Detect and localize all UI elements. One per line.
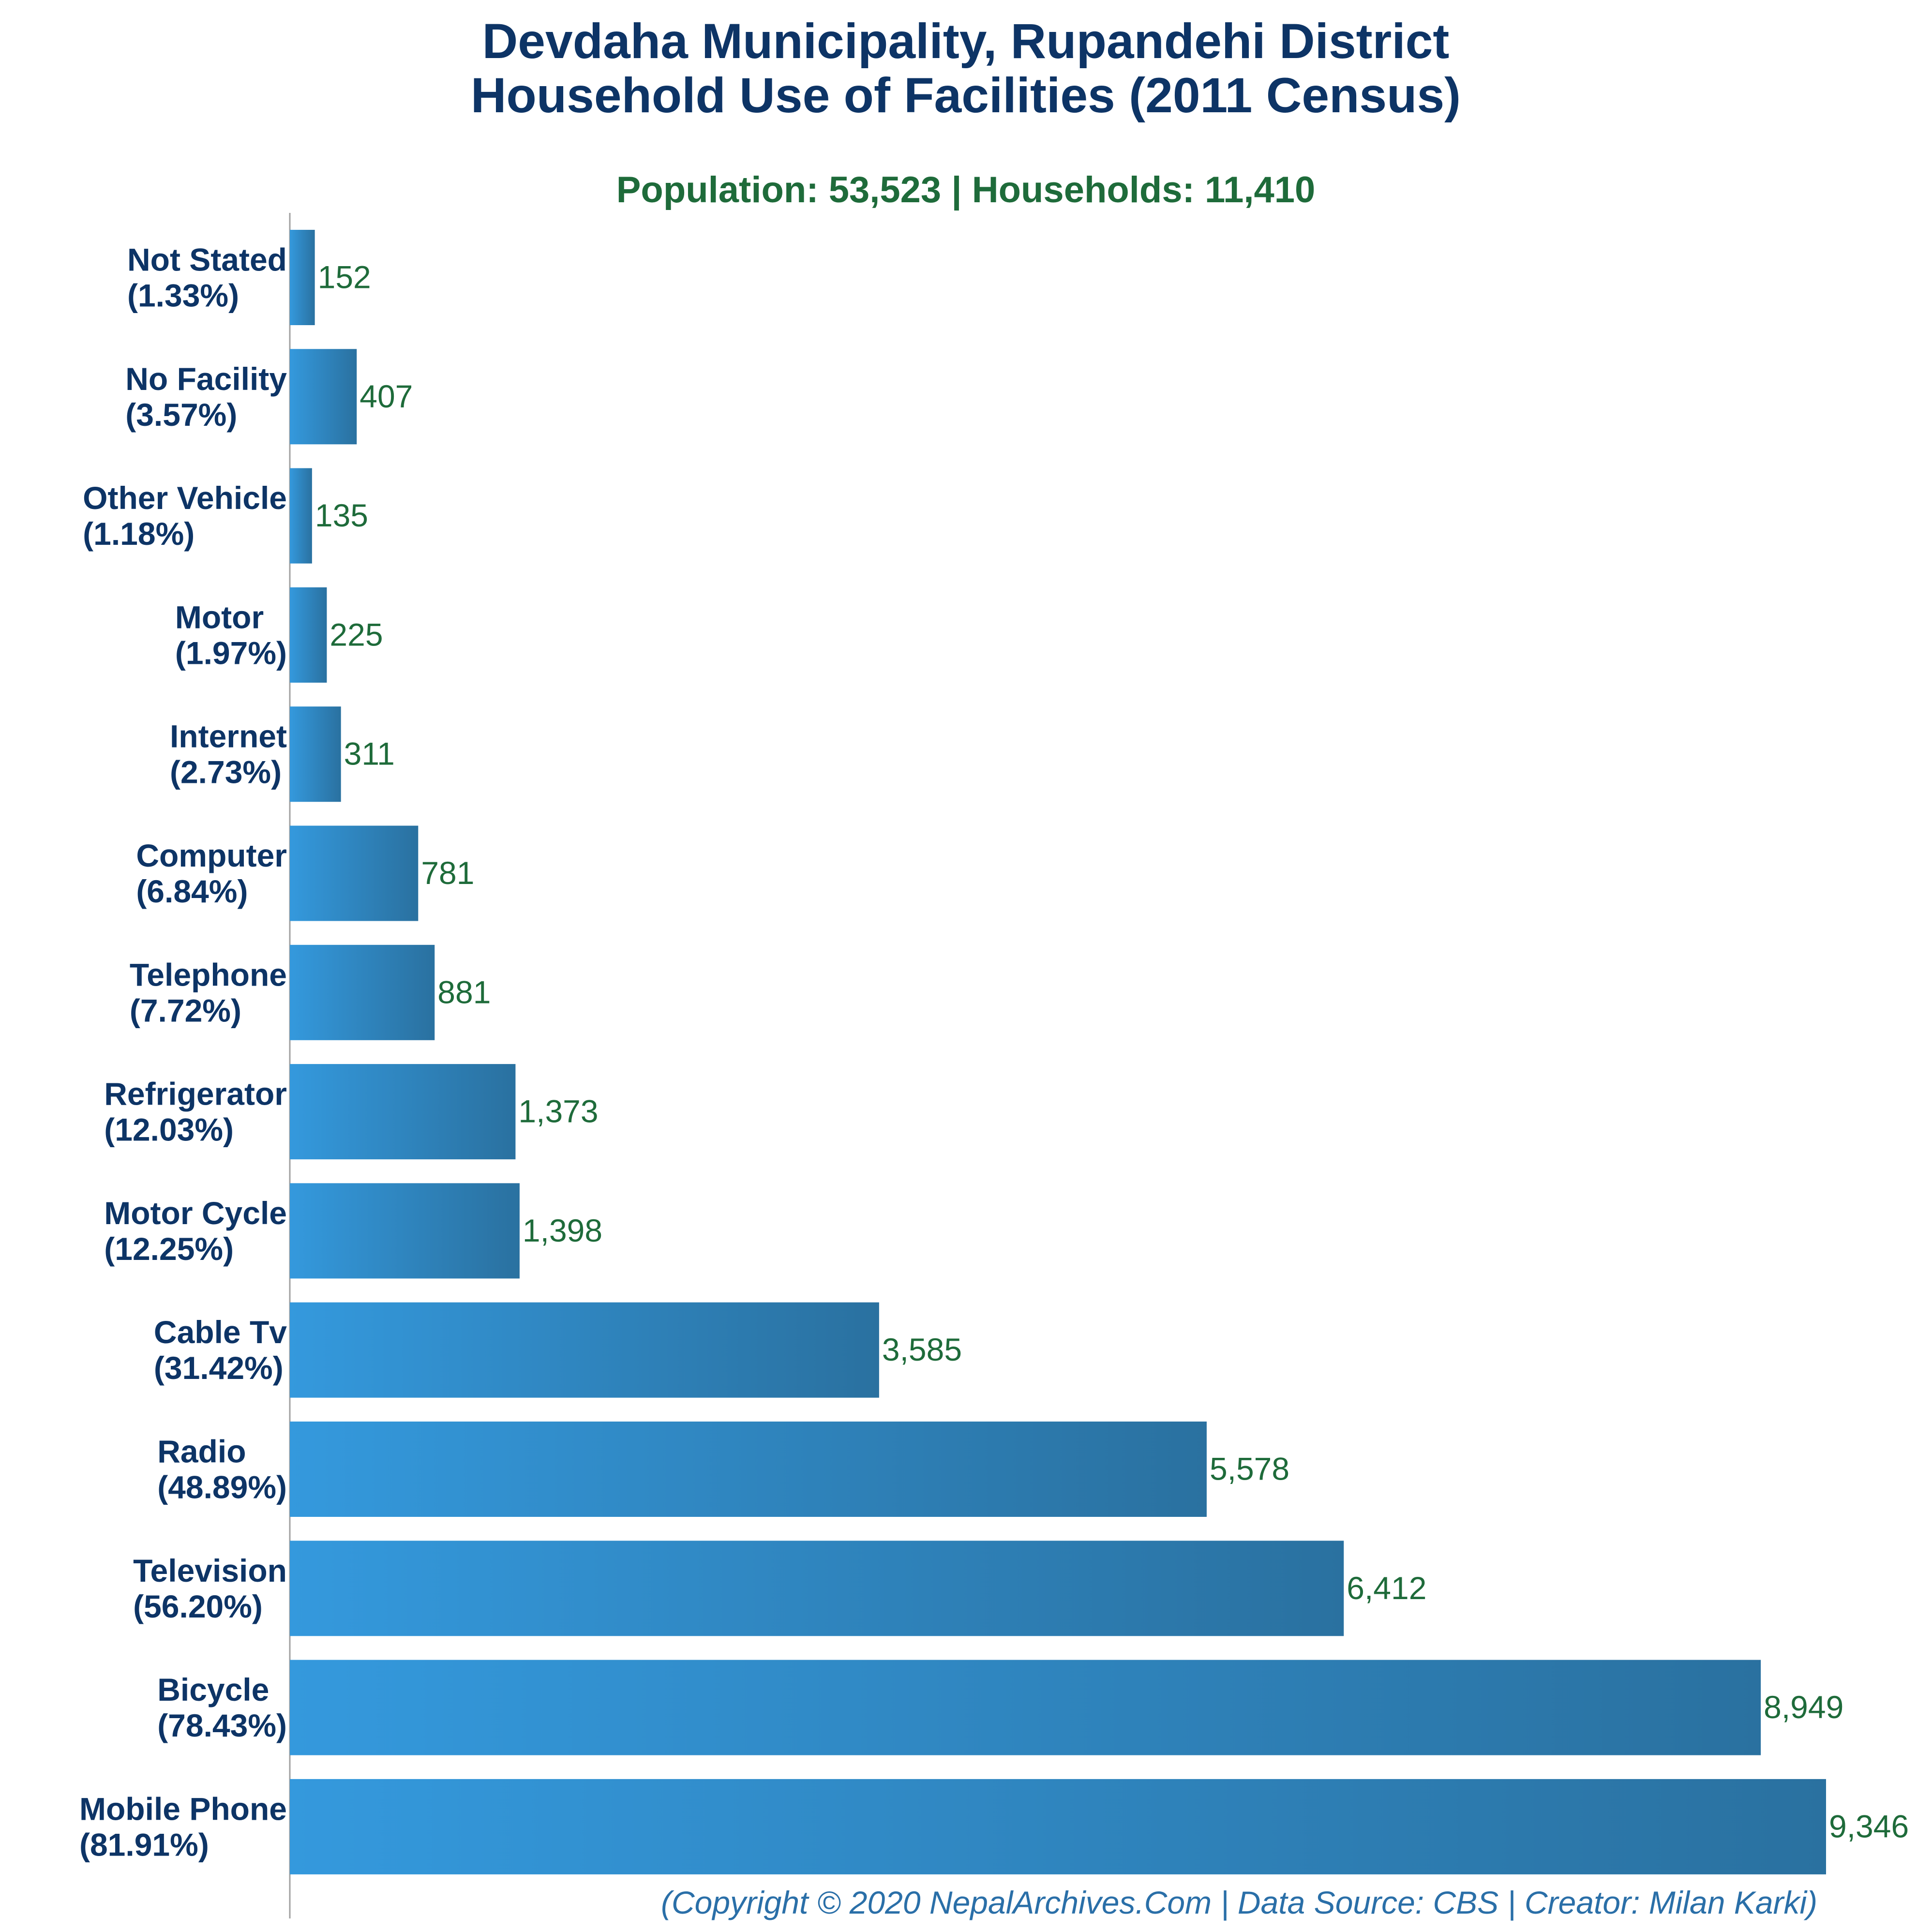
category-label: Cable Tv (31.42%) <box>154 1314 287 1386</box>
chart-title: Devdaha Municipality, Rupandehi District <box>482 14 1450 69</box>
bar-value-label: 881 <box>437 974 491 1010</box>
bar <box>290 468 312 564</box>
category-percent: (81.91%) <box>79 1827 209 1862</box>
bar-value-label: 152 <box>318 259 371 295</box>
category-name: Television <box>133 1553 287 1588</box>
bar <box>290 1064 516 1160</box>
bar-value-label: 8,949 <box>1764 1689 1843 1725</box>
category-name: Telephone <box>130 957 287 992</box>
category-percent: (56.20%) <box>133 1588 263 1624</box>
bar <box>290 1183 520 1279</box>
bar <box>290 1541 1344 1636</box>
bar-value-label: 1,373 <box>518 1093 598 1129</box>
bar <box>290 349 357 445</box>
category-name: Not Stated <box>127 242 287 278</box>
category-percent: (2.73%) <box>170 754 282 790</box>
bar-value-label: 5,578 <box>1210 1451 1289 1487</box>
category-name: Motor Cycle <box>104 1195 287 1231</box>
category-label: Motor (1.97%) <box>175 599 287 671</box>
category-percent: (1.97%) <box>175 635 287 671</box>
bar <box>290 1302 879 1398</box>
category-name: Cable Tv <box>154 1314 287 1350</box>
category-percent: (48.89%) <box>157 1469 287 1505</box>
bars-group: 152 Not Stated (1.33%) 407 No Facility (3.57%… <box>79 230 1909 1874</box>
category-name: No Facility <box>125 361 287 397</box>
category-percent: (3.57%) <box>125 397 237 433</box>
category-label: Not Stated (1.33%) <box>127 242 287 314</box>
category-percent: (6.84%) <box>136 873 248 909</box>
bar <box>290 944 435 1040</box>
bar <box>290 587 327 683</box>
bar <box>290 1422 1207 1517</box>
category-label: Motor Cycle (12.25%) <box>104 1195 287 1267</box>
category-percent: (31.42%) <box>154 1350 284 1386</box>
bar-value-label: 3,585 <box>882 1332 962 1367</box>
category-label: Telephone (7.72%) <box>130 957 287 1028</box>
bar-value-label: 135 <box>315 497 368 533</box>
category-name: Motor <box>175 599 264 635</box>
category-name: Radio <box>157 1434 246 1469</box>
bar-value-label: 225 <box>329 616 383 652</box>
footer-credit: (Copyright © 2020 NepalArchives.Com | Da… <box>661 1885 1817 1921</box>
category-percent: (12.25%) <box>104 1231 234 1267</box>
bar-value-label: 407 <box>359 378 413 414</box>
category-label: Other Vehicle (1.18%) <box>83 480 287 552</box>
category-percent: (1.18%) <box>83 516 195 552</box>
bar-value-label: 311 <box>344 736 395 772</box>
category-label: No Facility (3.57%) <box>125 361 287 433</box>
category-label: Mobile Phone (81.91%) <box>79 1791 287 1862</box>
chart-subtitle: Population: 53,523 | Households: 11,410 <box>616 169 1316 211</box>
bar-value-label: 1,398 <box>523 1213 602 1248</box>
bar-value-label: 781 <box>421 855 474 891</box>
category-label: Computer (6.84%) <box>136 838 287 909</box>
category-label: Internet (2.73%) <box>170 719 287 790</box>
category-percent: (78.43%) <box>157 1707 287 1743</box>
category-name: Computer <box>136 838 287 873</box>
category-percent: (7.72%) <box>130 992 241 1028</box>
category-name: Mobile Phone <box>79 1791 287 1827</box>
bar-value-label: 6,412 <box>1347 1570 1426 1606</box>
category-label: Radio (48.89%) <box>157 1434 287 1505</box>
category-percent: (12.03%) <box>104 1112 234 1148</box>
category-name: Internet <box>170 719 287 754</box>
category-label: Television (56.20%) <box>133 1553 287 1624</box>
category-label: Refrigerator (12.03%) <box>104 1076 287 1148</box>
category-label: Bicycle (78.43%) <box>157 1672 287 1743</box>
category-name: Refrigerator <box>104 1076 287 1112</box>
category-name: Bicycle <box>157 1672 269 1707</box>
category-name: Other Vehicle <box>83 480 287 516</box>
chart-title-line2: Household Use of Facilities (2011 Census… <box>471 68 1461 123</box>
bar <box>290 1660 1761 1755</box>
bar <box>290 706 341 802</box>
bar-value-label: 9,346 <box>1829 1808 1909 1844</box>
bar <box>290 1779 1826 1874</box>
bar <box>290 825 419 921</box>
bar <box>290 230 315 325</box>
category-percent: (1.33%) <box>127 278 239 314</box>
